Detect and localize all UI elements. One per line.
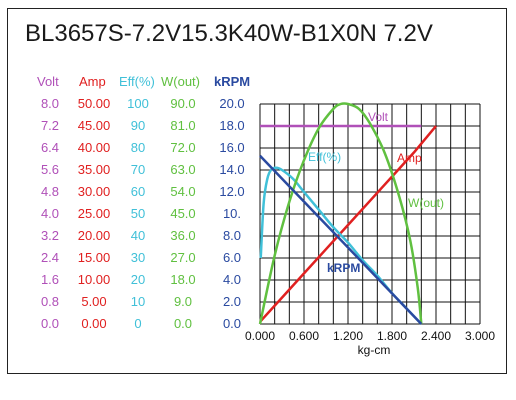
series-line-amp bbox=[259, 125, 437, 323]
column-value-amp: 50.00 bbox=[77, 96, 111, 111]
column-value-krpm: 16.0 bbox=[219, 140, 245, 155]
column-value-amp: 20.00 bbox=[77, 228, 111, 243]
chart-title: BL3657S-7.2V15.3K40W-B1X0N 7.2V bbox=[25, 20, 433, 47]
column-value-volt: 5.6 bbox=[40, 162, 60, 177]
column-value-eff: 70 bbox=[130, 162, 146, 177]
column-value-eff: 60 bbox=[130, 184, 146, 199]
column-value-eff: 30 bbox=[130, 250, 146, 265]
column-value-wout: 0.0 bbox=[173, 316, 193, 331]
column-value-krpm: 4.0 bbox=[222, 272, 242, 287]
column-value-krpm: 18.0 bbox=[219, 118, 245, 133]
column-header-krpm: kRPM bbox=[214, 74, 251, 89]
chart-frame bbox=[7, 8, 507, 374]
column-value-amp: 15.00 bbox=[77, 250, 111, 265]
column-value-amp: 35.00 bbox=[77, 162, 111, 177]
column-value-eff: 50 bbox=[130, 206, 146, 221]
column-value-amp: 0.00 bbox=[81, 316, 107, 331]
column-value-eff: 20 bbox=[130, 272, 146, 287]
column-value-eff: 40 bbox=[130, 228, 146, 243]
column-value-volt: 0.8 bbox=[40, 294, 60, 309]
column-value-wout: 36.0 bbox=[170, 228, 196, 243]
column-value-amp: 5.00 bbox=[81, 294, 107, 309]
column-value-amp: 30.00 bbox=[77, 184, 111, 199]
x-tick-label: 1.200 bbox=[333, 329, 363, 343]
series-label-eff: Eff(%) bbox=[308, 150, 341, 164]
column-value-amp: 25.00 bbox=[77, 206, 111, 221]
column-value-volt: 6.4 bbox=[40, 140, 60, 155]
column-header-volt: Volt bbox=[37, 74, 59, 89]
column-value-wout: 72.0 bbox=[170, 140, 196, 155]
column-value-krpm: 14.0 bbox=[219, 162, 245, 177]
column-value-krpm: 10. bbox=[222, 206, 242, 221]
column-value-wout: 9.0 bbox=[173, 294, 193, 309]
column-value-eff: 100 bbox=[127, 96, 149, 111]
column-value-krpm: 20.0 bbox=[219, 96, 245, 111]
column-value-volt: 2.4 bbox=[40, 250, 60, 265]
column-header-wout: W(out) bbox=[161, 74, 200, 89]
x-tick-label: 0.000 bbox=[245, 329, 275, 343]
column-value-wout: 81.0 bbox=[170, 118, 196, 133]
column-value-wout: 63.0 bbox=[170, 162, 196, 177]
column-value-volt: 0.0 bbox=[40, 316, 60, 331]
column-value-eff: 10 bbox=[130, 294, 146, 309]
series-line-krpm bbox=[259, 154, 423, 325]
x-tick-label: 0.600 bbox=[289, 329, 319, 343]
column-value-amp: 40.00 bbox=[77, 140, 111, 155]
column-value-krpm: 12.0 bbox=[219, 184, 245, 199]
column-value-wout: 90.0 bbox=[170, 96, 196, 111]
x-tick-label: 1.800 bbox=[377, 329, 407, 343]
column-value-wout: 18.0 bbox=[170, 272, 196, 287]
column-header-eff: Eff(%) bbox=[119, 74, 155, 89]
column-value-amp: 45.00 bbox=[77, 118, 111, 133]
series-line-wout bbox=[258, 102, 423, 325]
column-value-krpm: 0.0 bbox=[222, 316, 242, 331]
column-value-amp: 10.00 bbox=[77, 272, 111, 287]
series-label-amp: Amp bbox=[397, 151, 422, 165]
column-value-eff: 0 bbox=[134, 316, 142, 331]
series-label-krpm: kRPM bbox=[327, 261, 360, 275]
column-value-volt: 4.8 bbox=[40, 184, 60, 199]
column-header-amp: Amp bbox=[79, 74, 106, 89]
column-value-krpm: 6.0 bbox=[222, 250, 242, 265]
column-value-volt: 7.2 bbox=[40, 118, 60, 133]
series-label-wout: W(out) bbox=[408, 196, 444, 210]
column-value-volt: 8.0 bbox=[40, 96, 60, 111]
column-value-wout: 45.0 bbox=[170, 206, 196, 221]
column-value-eff: 90 bbox=[130, 118, 146, 133]
column-value-volt: 1.6 bbox=[40, 272, 60, 287]
column-value-wout: 54.0 bbox=[170, 184, 196, 199]
column-value-volt: 4.0 bbox=[40, 206, 60, 221]
column-value-eff: 80 bbox=[130, 140, 146, 155]
series-label-volt: Volt bbox=[368, 110, 389, 124]
column-value-wout: 27.0 bbox=[170, 250, 196, 265]
x-tick-label: 2.400 bbox=[421, 329, 451, 343]
x-axis-label: kg-cm bbox=[358, 343, 391, 357]
column-value-volt: 3.2 bbox=[40, 228, 60, 243]
column-value-krpm: 8.0 bbox=[222, 228, 242, 243]
column-value-krpm: 2.0 bbox=[222, 294, 242, 309]
x-tick-label: 3.000 bbox=[465, 329, 495, 343]
